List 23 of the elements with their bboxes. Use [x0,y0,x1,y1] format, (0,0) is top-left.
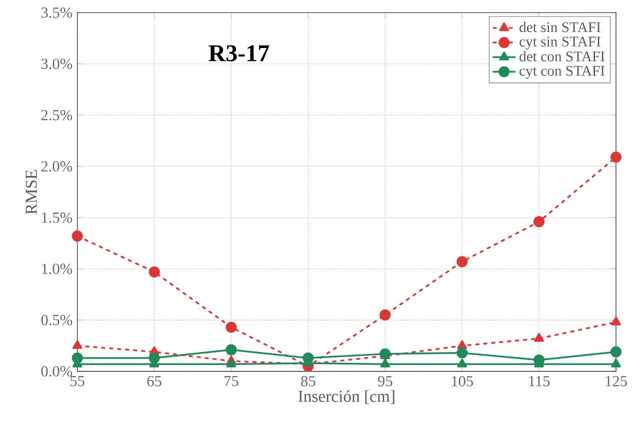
legend-label: det sin STAFI [520,22,600,32]
text: R3-17 [208,45,270,62]
x-tick-label: 105 [452,376,473,386]
y-tick-label: 1.5% [42,212,72,223]
y-axis-title: RMSE [26,170,37,214]
y-tick-label: 3.5% [41,7,72,18]
y-tick-label: 1.0% [42,264,72,274]
x-tick-label: 75 [224,376,238,386]
legend-label: cyt con STAFI [520,66,604,79]
x-tick-label: 65 [147,376,162,386]
legend-label: det con STAFI [520,51,604,62]
x-tick-label: 95 [378,376,392,386]
y-tick-label: 2.5% [41,110,72,120]
y-tick-label: 0.0% [41,366,72,377]
x-axis-title: Inserción [cm] [298,390,394,404]
x-tick-label: 115 [529,376,550,386]
legend-label: cyt sin STAFI [520,36,600,50]
x-tick-label: 55 [70,376,84,386]
y-tick-label: 2.0% [41,161,72,172]
y-tick-label: 0.5% [41,314,72,326]
x-tick-label: 85 [301,376,316,386]
x-tick-label: 125 [606,376,627,386]
y-tick-label: 3.0% [41,58,72,70]
